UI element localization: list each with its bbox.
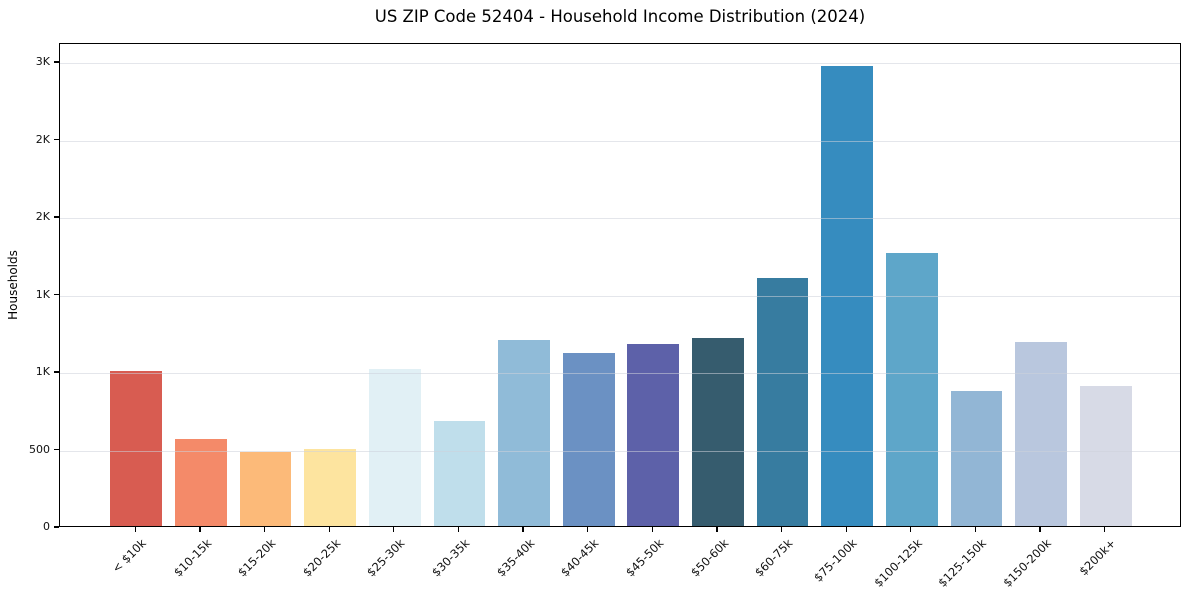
y-tick-3000 xyxy=(54,61,59,63)
x-tick-3 xyxy=(328,527,330,532)
y-tick-1500 xyxy=(54,293,59,296)
chart-title: US ZIP Code 52404 - Household Income Dis… xyxy=(374,7,866,26)
x-tick-label-14: $150-200k xyxy=(1000,536,1054,590)
y-tick-0 xyxy=(54,526,59,528)
bar-50-60k xyxy=(692,337,744,526)
gridline-500 xyxy=(60,450,1180,452)
bar-20-25k xyxy=(304,448,357,526)
x-tick-label-4: $25-30k xyxy=(364,536,408,580)
x-tick-label-6: $35-40k xyxy=(493,536,537,580)
y-tick-label-500: 500 xyxy=(29,442,50,456)
x-tick-label-15: $200k+ xyxy=(1076,536,1119,579)
x-tick-9 xyxy=(716,527,718,532)
gridline-2500 xyxy=(60,140,1180,142)
x-tick-label-8: $45-50k xyxy=(622,536,667,580)
y-tick-label-2500: 2K xyxy=(35,132,50,146)
gridline-1000 xyxy=(60,373,1180,375)
x-tick-11 xyxy=(845,527,847,532)
x-tick-0 xyxy=(134,527,136,532)
x-tick-label-2: $15-20k xyxy=(235,536,279,580)
x-tick-2 xyxy=(263,527,266,532)
bar-200k+ xyxy=(1079,385,1132,526)
bar-100-125k xyxy=(885,253,938,526)
bar-30-35k xyxy=(433,420,486,526)
bar-10k xyxy=(110,371,163,526)
x-tick-label-13: $125-150k xyxy=(935,536,990,590)
bar-10-15k xyxy=(175,439,227,526)
x-tick-label-5: $30-35k xyxy=(428,536,473,580)
bar-75-100k xyxy=(821,65,874,526)
gridline-3000 xyxy=(60,63,1180,65)
x-tick-5 xyxy=(457,527,460,532)
bar-60-75k xyxy=(756,278,809,526)
y-tick-1000 xyxy=(54,371,59,373)
x-tick-label-0: < $10k xyxy=(109,536,150,576)
bar-40-45k xyxy=(562,353,615,526)
x-tick-label-9: $50-60k xyxy=(687,536,731,580)
x-tick-label-10: $60-75k xyxy=(752,536,796,580)
x-tick-14 xyxy=(1039,527,1041,532)
gridline-2000 xyxy=(60,218,1180,220)
x-tick-label-3: $20-25k xyxy=(299,536,344,580)
bar-150-200k xyxy=(1015,342,1067,526)
y-tick-label-0: 0 xyxy=(43,520,50,533)
x-tick-1 xyxy=(199,527,201,532)
x-tick-label-12: $100-125k xyxy=(870,536,925,590)
y-tick-label-1500: 1K xyxy=(35,287,50,301)
y-axis-label: Households xyxy=(6,250,20,320)
x-tick-8 xyxy=(651,527,653,532)
x-tick-label-11: $75-100k xyxy=(811,536,861,585)
y-tick-label-2000: 2K xyxy=(35,210,50,224)
x-tick-4 xyxy=(393,527,395,532)
plot-area xyxy=(59,43,1181,527)
bar-125-150k xyxy=(950,391,1003,526)
x-tick-13 xyxy=(974,527,977,532)
x-tick-label-7: $40-45k xyxy=(558,536,602,580)
y-tick-label-3000: 3K xyxy=(35,55,50,69)
x-tick-10 xyxy=(780,527,783,532)
y-tick-2000 xyxy=(54,216,59,218)
bar-45-50k xyxy=(627,343,680,526)
bar-15-20k xyxy=(239,452,292,526)
x-tick-label-1: $10-15k xyxy=(170,536,214,580)
x-tick-12 xyxy=(910,527,912,532)
x-tick-15 xyxy=(1104,527,1106,532)
gridline-1500 xyxy=(60,295,1180,297)
y-tick-2500 xyxy=(54,138,59,141)
x-tick-7 xyxy=(587,527,589,532)
bar-35-40k xyxy=(498,340,550,526)
y-tick-label-1000: 1K xyxy=(35,365,50,379)
x-tick-6 xyxy=(522,527,524,532)
y-tick-500 xyxy=(54,448,59,451)
bar-25-30k xyxy=(368,369,421,526)
